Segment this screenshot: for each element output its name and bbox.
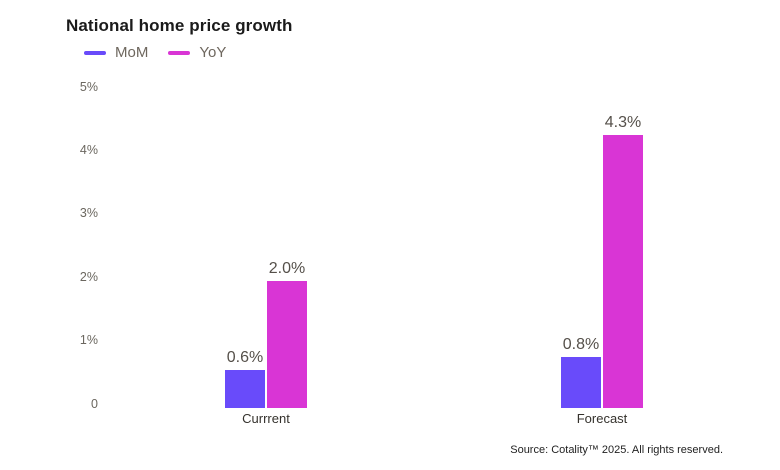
value-label-mom-currrent: 0.6% xyxy=(226,349,264,366)
y-axis-tick-label: 1% xyxy=(79,333,98,348)
category-label-forecast: Forecast xyxy=(576,411,628,426)
chart-legend: MoM YoY xyxy=(84,44,226,61)
value-label-yoy-currrent: 2.0% xyxy=(268,260,306,277)
value-label-yoy-forecast: 4.3% xyxy=(604,114,642,131)
y-axis-tick-label: 4% xyxy=(79,142,98,157)
category-label-currrent: Currrent xyxy=(242,411,290,426)
y-axis-tick-label: 2% xyxy=(79,269,98,284)
y-axis-tick-label: 3% xyxy=(79,206,98,221)
mom-legend-dash-icon xyxy=(84,50,106,55)
source-attribution: Source: Cotality™ 2025. All rights reser… xyxy=(510,444,723,456)
value-label-mom-forecast: 0.8% xyxy=(562,336,600,353)
bar-yoy-currrent xyxy=(267,281,307,408)
bar-yoy-forecast xyxy=(603,135,643,408)
legend-item-mom: MoM xyxy=(84,44,148,61)
legend-item-yoy: YoY xyxy=(168,44,226,61)
bar-mom-forecast xyxy=(561,357,601,408)
yoy-legend-dash-icon xyxy=(168,50,191,55)
legend-label-yoy: YoY xyxy=(199,44,227,61)
bar-mom-currrent xyxy=(225,370,265,408)
y-axis-tick-label: 0 xyxy=(91,396,98,411)
chart-title: National home price growth xyxy=(66,16,293,35)
legend-label-mom: MoM xyxy=(115,44,149,61)
y-axis-tick-label: 5% xyxy=(79,79,98,94)
